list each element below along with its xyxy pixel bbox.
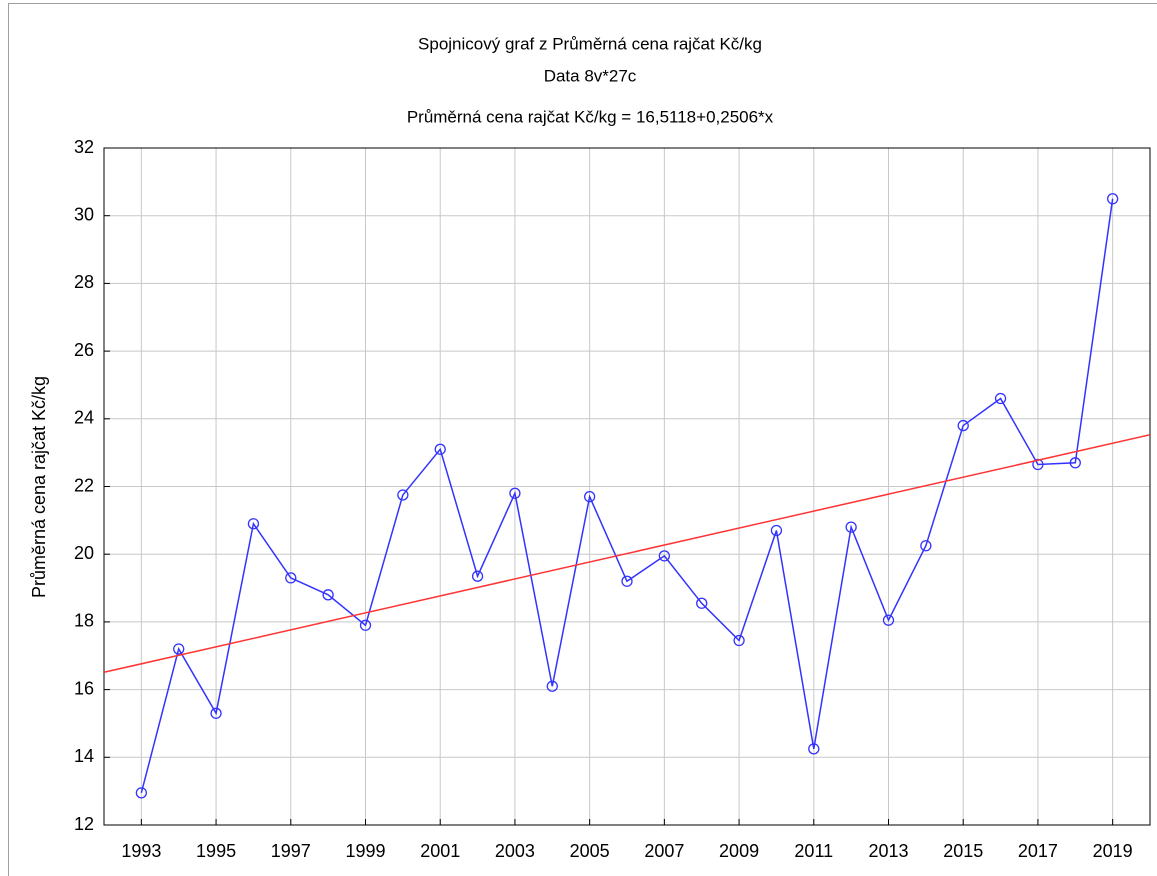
x-tick-label: 2001 [420, 841, 460, 861]
data-point [210, 707, 222, 719]
data-point [359, 619, 372, 631]
data-point [509, 487, 521, 499]
data-point [135, 787, 148, 799]
y-tick-label: 14 [74, 746, 94, 766]
x-tick-label: 1993 [121, 841, 161, 861]
fit-equation: Průměrná cena rajčat Kč/kg = 16,5118+0,2… [407, 107, 774, 126]
data-point [733, 634, 745, 647]
y-tick-label: 26 [74, 340, 94, 360]
data-point [173, 643, 185, 655]
data-point [957, 419, 969, 432]
y-tick-label: 16 [74, 678, 94, 698]
plot-frame [103, 147, 1151, 826]
x-tick-label: 1995 [196, 841, 236, 861]
y-tick-label: 24 [74, 408, 94, 428]
data-point [845, 521, 857, 533]
data-point [696, 597, 708, 609]
regression-line [103, 434, 1151, 674]
data-point [621, 575, 633, 587]
x-tick-label: 2007 [644, 841, 684, 861]
x-tick-label: 2009 [719, 841, 759, 861]
data-point [882, 614, 895, 626]
x-tick-label: 2019 [1093, 841, 1133, 861]
data-point [434, 443, 446, 455]
y-tick-label: 12 [74, 814, 94, 834]
x-tick-label: 2013 [868, 841, 908, 861]
x-tick-label: 1997 [271, 841, 311, 861]
y-tick-label: 18 [74, 611, 94, 631]
x-tick-label: 2017 [1018, 841, 1058, 861]
data-point [770, 524, 783, 537]
data-point [285, 572, 297, 584]
data-point [546, 680, 558, 692]
x-tick-label: 1999 [345, 841, 385, 861]
y-tick-label: 20 [74, 543, 94, 563]
data-point [808, 743, 820, 755]
y-tick-label: 32 [74, 137, 94, 157]
data-point [920, 540, 932, 552]
data-point [994, 392, 1007, 405]
x-tick-label: 2011 [794, 841, 833, 861]
data-point [1069, 457, 1081, 469]
x-tick-label: 2015 [943, 841, 983, 861]
chart-subtitle: Data 8v*27c [544, 66, 637, 85]
data-point [658, 550, 671, 562]
y-axis-label: Průměrná cena rajčat Kč/kg [29, 376, 49, 598]
y-tick-label: 22 [74, 475, 94, 495]
data-point [397, 489, 409, 501]
frame [8, 3, 1157, 876]
data-point [247, 518, 260, 530]
data-point [471, 570, 484, 582]
y-tick-label: 28 [74, 272, 94, 292]
x-tick-label: 2005 [570, 841, 610, 861]
chart-title: Spojnicový graf z Průměrná cena rajčat K… [418, 34, 762, 53]
data-point [583, 491, 596, 503]
x-tick-label: 2003 [495, 841, 535, 861]
data-point [322, 589, 334, 601]
data-point [1106, 193, 1119, 205]
data-line [140, 198, 1114, 794]
y-tick-label: 30 [74, 204, 94, 224]
